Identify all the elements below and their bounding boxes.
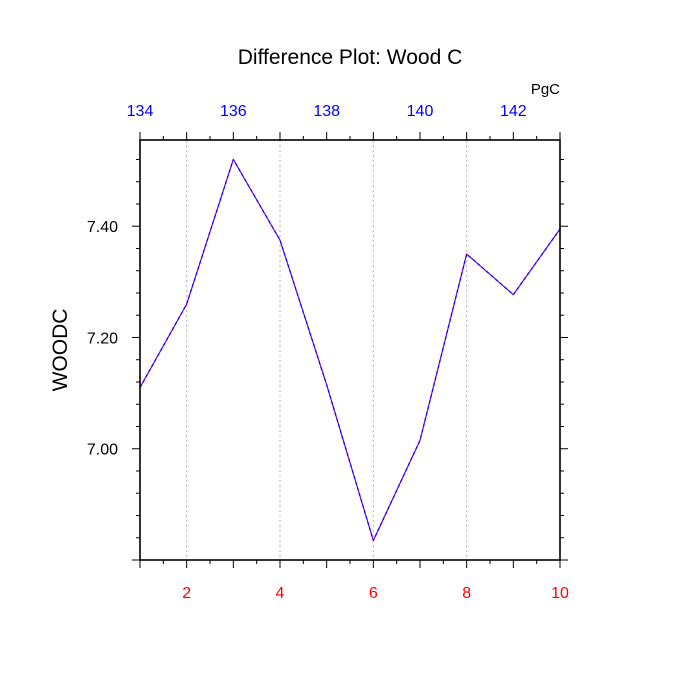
data-point: [186, 303, 188, 305]
x-tick-label-top: 136: [220, 103, 247, 120]
chart-title: Difference Plot: Wood C: [238, 46, 463, 69]
x-tick-label-bottom: 10: [551, 585, 569, 602]
tick-labels: 2 4 6 8 10 134 136 138 140 142 7.00 7.20 7.40: [87, 103, 569, 602]
x-tick-label-bottom: 2: [182, 585, 191, 602]
units-label: PgC: [531, 81, 560, 98]
x-tick-label-top: 142: [500, 103, 527, 120]
data-point: [512, 294, 514, 296]
x-tick-label-bottom: 4: [276, 585, 285, 602]
gridlines: [186, 140, 468, 560]
data-point: [419, 439, 421, 441]
data-point: [372, 539, 374, 542]
axis-ticks: [132, 132, 568, 568]
data-point: [466, 253, 468, 255]
series-line-0: [139, 158, 561, 542]
data-point: [279, 239, 281, 241]
y-axis-label: WOODC: [49, 309, 72, 392]
x-tick-label-bottom: 8: [462, 585, 471, 602]
y-tick-label: 7.20: [87, 330, 118, 347]
y-tick-label: 7.00: [87, 442, 118, 459]
series-layer: [139, 158, 561, 542]
y-tick-label: 7.40: [87, 219, 118, 236]
x-tick-label-top: 138: [313, 103, 340, 120]
data-point: [326, 384, 328, 386]
x-tick-label-top: 140: [407, 103, 434, 120]
x-tick-label-top: 134: [127, 103, 154, 120]
data-point: [232, 158, 234, 161]
series-line-accent-0: [139, 158, 561, 542]
plot-frame: [139, 139, 561, 561]
x-tick-label-bottom: 6: [369, 585, 378, 602]
